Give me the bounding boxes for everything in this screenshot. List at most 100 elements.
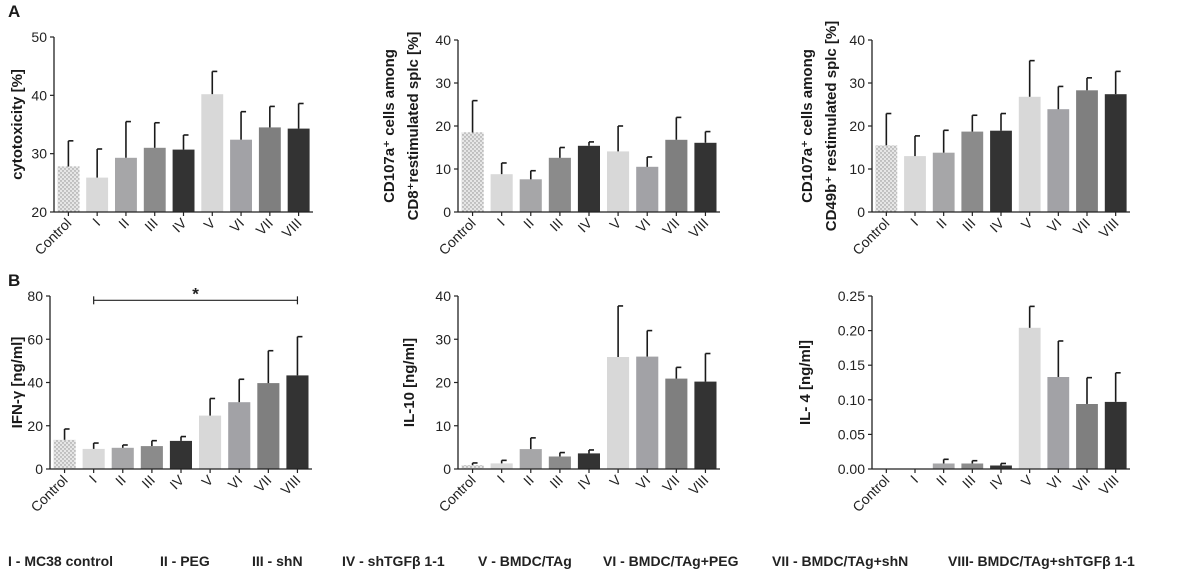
significance-bracket: *	[93, 284, 299, 305]
xtick-label-v: V	[606, 214, 624, 232]
bar-cytotoxicity-vi	[230, 139, 252, 212]
xtick-label-ii: II	[112, 472, 129, 489]
error-bar-cd107a-cd8-vii	[675, 116, 682, 140]
xtick-label-control: Control	[435, 472, 478, 515]
bar-cd107a-cd49b-iii	[961, 131, 984, 212]
xtick-label-control: Control	[27, 472, 70, 515]
error-bar-il-10-iv	[588, 449, 594, 454]
xtick-label-i: I	[494, 472, 508, 486]
error-bar-ifn-gamma-iv	[180, 435, 186, 441]
bar-cd107a-cd49b-ii	[932, 152, 955, 212]
error-bar-cd107a-cd8-v	[617, 125, 624, 152]
error-bar-cytotoxicity-control	[67, 140, 74, 167]
bar-il-10-vii	[665, 378, 688, 469]
xtick-label-v: V	[200, 214, 218, 232]
error-bar-cd107a-cd8-vi	[646, 156, 653, 167]
bar-cd107a-cd8-viii	[694, 142, 717, 212]
xtick-label-vii: VII	[253, 215, 276, 238]
error-bar-cytotoxicity-i	[96, 148, 103, 178]
bar-ifn-gamma-vii	[257, 383, 280, 469]
bar-il-4-vi	[1047, 377, 1070, 469]
xtick-label-vi: VI	[225, 472, 246, 493]
xtick-label-vi: VI	[1044, 472, 1065, 493]
y-axis-title-cd107a-cd49b: CD107a⁺ cells among	[799, 49, 816, 203]
error-bar-cytotoxicity-v	[211, 70, 218, 95]
ytick-label: 0.25	[838, 288, 865, 304]
xtick-label-vi: VI	[1044, 215, 1065, 236]
xtick-label-v: V	[1018, 214, 1036, 232]
error-bar-cd107a-cd49b-v	[1028, 59, 1035, 97]
ytick-label: 40	[849, 32, 865, 48]
xtick-label-iv: IV	[986, 471, 1007, 492]
xtick-label-iv: IV	[574, 471, 595, 492]
bar-cd107a-cd8-vii	[665, 139, 688, 212]
ytick-label: 40	[435, 288, 451, 304]
ytick-label: 40	[27, 375, 43, 391]
bar-ifn-gamma-i	[82, 448, 105, 469]
error-bar-ifn-gamma-vii	[267, 349, 274, 384]
xtick-label-viii: VIII	[1096, 472, 1122, 498]
bar-cd107a-cd8-i	[490, 174, 513, 212]
y-axis-title-ifn-gamma: IFN-γ [ng/ml]	[9, 337, 26, 429]
ytick-label: 20	[849, 118, 865, 134]
ytick-label: 0	[443, 461, 451, 477]
xtick-label-viii: VIII	[685, 472, 711, 498]
xtick-label-vii: VII	[1070, 472, 1093, 495]
bar-cd107a-cd8-iv	[577, 145, 600, 212]
xtick-label-vii: VII	[659, 472, 682, 495]
xtick-label-vi: VI	[227, 215, 248, 236]
ytick-label: 0	[443, 204, 451, 220]
group-legend: I - MC38 control II - PEG III - shN IV -…	[0, 553, 1192, 573]
bar-ifn-gamma-v	[199, 415, 222, 469]
xtick-label-i: I	[907, 472, 921, 486]
error-bar-il-10-control	[471, 462, 478, 466]
legend-item-vii: VII - BMDC/TAg+shN	[772, 553, 909, 569]
xtick-label-v: V	[606, 471, 624, 489]
legend-item-i: I - MC38 control	[8, 553, 114, 569]
y-axis-title-cd107a-cd49b: CD49b⁺ restimulated splc [%]	[823, 21, 840, 231]
xtick-label-iii: III	[546, 472, 566, 492]
bar-cytotoxicity-viii	[287, 128, 310, 212]
bar-cytotoxicity-iv	[172, 149, 195, 212]
error-bar-il-4-iv	[1000, 462, 1006, 466]
ytick-label: 10	[435, 161, 451, 177]
bar-cd107a-cd49b-control	[875, 145, 898, 212]
xtick-label-iv: IV	[574, 214, 595, 235]
xtick-label-ii: II	[115, 215, 132, 232]
xtick-label-iii: III	[959, 472, 979, 492]
y-axis-title-il-10: IL-10 [ng/ml]	[401, 338, 418, 427]
ytick-label: 10	[435, 418, 451, 434]
error-bar-ifn-gamma-viii	[296, 335, 303, 376]
ytick-label: 0.05	[838, 426, 865, 442]
xtick-label-control: Control	[849, 215, 892, 258]
ytick-label: 20	[435, 118, 451, 134]
panel-label-a: A	[8, 2, 21, 21]
legend-item-viii: VIII- BMDC/TAg+shTGFβ 1-1	[948, 553, 1135, 569]
bar-ifn-gamma-control	[53, 439, 76, 469]
xtick-label-vii: VII	[659, 215, 682, 238]
ytick-label: 20	[435, 375, 451, 391]
bar-il-4-viii	[1104, 401, 1127, 469]
error-bar-il-4-vi	[1057, 340, 1064, 377]
bar-il-4-v	[1018, 327, 1041, 469]
xtick-label-iii: III	[138, 472, 158, 492]
xtick-label-iv: IV	[986, 214, 1007, 235]
ytick-label: 20	[31, 204, 47, 220]
error-bar-cd107a-cd49b-iv	[1000, 112, 1006, 131]
legend-item-v: V - BMDC/TAg	[478, 553, 572, 569]
error-bar-cd107a-cd49b-vii	[1086, 77, 1092, 91]
xtick-label-ii: II	[933, 215, 950, 232]
error-bar-il-10-i	[500, 459, 507, 464]
bar-cytotoxicity-vii	[258, 127, 281, 212]
error-bar-ifn-gamma-iii	[151, 439, 157, 447]
xtick-label-viii: VIII	[279, 215, 305, 241]
ytick-label: 0.15	[838, 357, 865, 373]
bar-ifn-gamma-viii	[286, 375, 309, 469]
xtick-label-iii: III	[141, 215, 161, 235]
